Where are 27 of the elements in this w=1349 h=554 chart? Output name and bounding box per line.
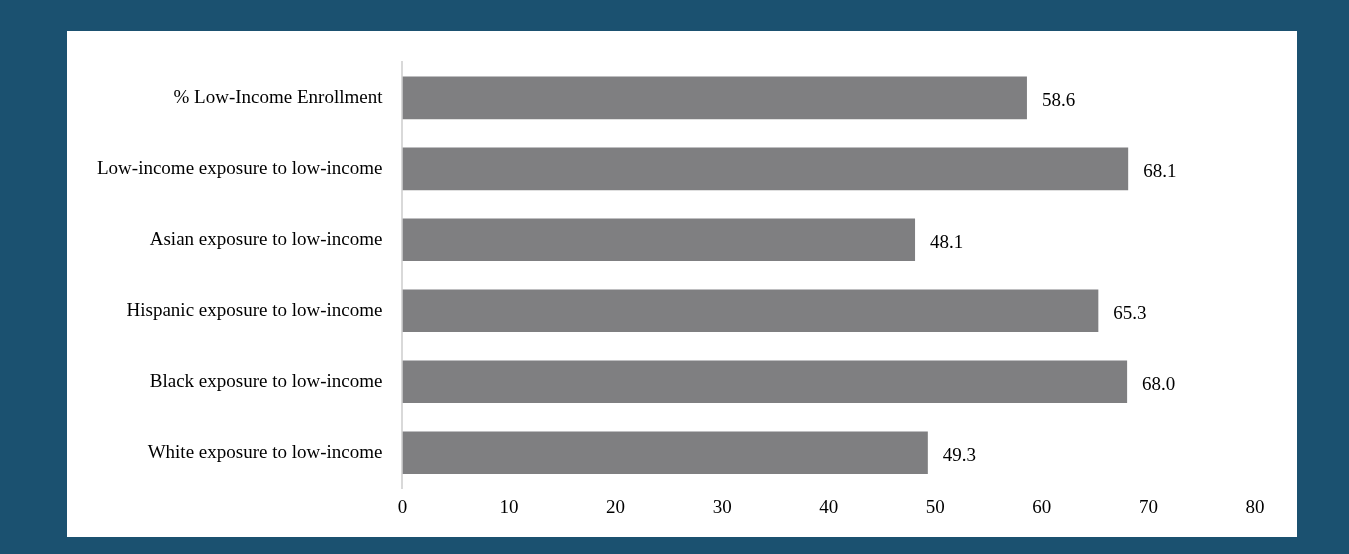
y-tick-label: Black exposure to low-income [149, 369, 383, 391]
data-label: 68.0 [1142, 372, 1176, 394]
data-label: 68.1 [1143, 159, 1177, 181]
y-tick-label: Asian exposure to low-income [149, 227, 383, 249]
bar [402, 431, 928, 475]
x-tick-label: 30 [712, 495, 732, 517]
y-tick-label: Low-income exposure to low-income [96, 156, 383, 178]
x-tick-label: 40 [819, 495, 839, 517]
y-tick-label: White exposure to low-income [147, 440, 383, 462]
x-tick-label: 50 [925, 495, 945, 517]
x-tick-label: 60 [1032, 495, 1052, 517]
bar [402, 76, 1027, 120]
data-label: 49.3 [942, 443, 977, 465]
data-label: 48.1 [930, 230, 964, 252]
x-tick-label: 20 [606, 495, 626, 517]
bar [402, 218, 916, 262]
data-label: 65.3 [1113, 301, 1147, 323]
bar [402, 289, 1099, 333]
data-label: 58.6 [1041, 88, 1076, 110]
y-tick-label: Hispanic exposure to low-income [126, 298, 383, 320]
bar [402, 360, 1128, 404]
x-tick-label: 0 [397, 495, 408, 517]
x-tick-label: 80 [1245, 495, 1265, 517]
x-tick-label: 70 [1138, 495, 1158, 517]
y-tick-label: % Low-Income Enrollment [173, 85, 384, 107]
bar [402, 147, 1129, 191]
x-tick-label: 10 [499, 495, 519, 517]
